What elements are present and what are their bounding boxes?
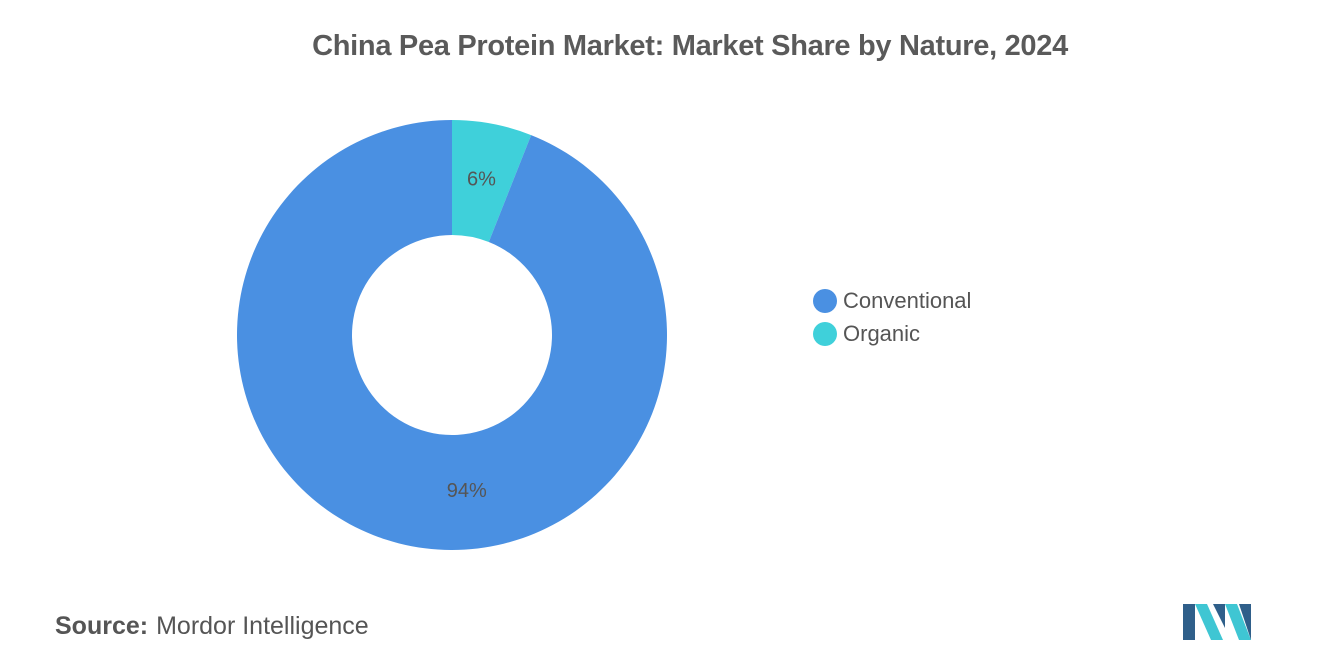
legend-label-conventional: Conventional	[843, 287, 972, 313]
legend: Conventional Organic	[813, 284, 971, 350]
source-note: Source: Mordor Intelligence	[55, 612, 369, 641]
source-label: Source:	[55, 612, 149, 640]
legend-item-organic[interactable]: Organic	[813, 317, 971, 350]
legend-swatch-organic	[813, 321, 837, 346]
logo-left-bar	[1183, 604, 1195, 640]
chart-title: China Pea Protein Market: Market Share b…	[312, 30, 1068, 62]
logo-middle-bar	[1213, 604, 1225, 628]
source-name: Mordor Intelligence	[156, 612, 369, 640]
logo-right-diagonal	[1225, 604, 1251, 640]
logo-right-bar	[1239, 604, 1251, 640]
legend-item-conventional[interactable]: Conventional	[813, 284, 971, 317]
donut-slice-conventional[interactable]	[237, 120, 667, 550]
legend-swatch-conventional	[813, 288, 837, 313]
data-label-conventional: 94%	[447, 480, 487, 502]
donut-slice-organic[interactable]	[452, 120, 532, 243]
legend-label-organic: Organic	[843, 320, 921, 346]
data-label-organic: 6%	[467, 169, 496, 191]
mordor-intelligence-logo-icon	[1183, 604, 1251, 640]
logo-left-diagonal	[1195, 604, 1223, 640]
